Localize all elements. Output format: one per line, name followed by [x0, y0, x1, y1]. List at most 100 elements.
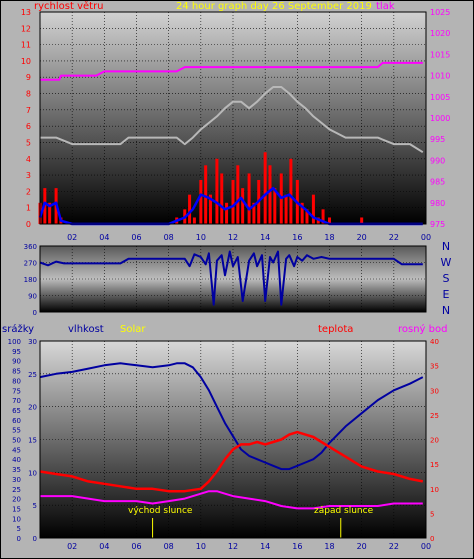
tick-label: 06: [131, 233, 141, 242]
temperature-line: [39, 430, 424, 493]
wind-bar: [188, 194, 192, 224]
tick-label: 10: [196, 233, 206, 242]
compass-letter: N: [442, 304, 450, 317]
climate-plot-axes: 0510152025303540455055606570758085909510…: [8, 338, 439, 551]
pressure-line: [40, 61, 423, 81]
tick-label: 995: [430, 135, 445, 144]
climate-plot-series: [39, 362, 424, 538]
rain-label: srážky: [2, 324, 35, 335]
wind-plot-axes: 0123456789101112139759809859909951000100…: [21, 8, 451, 242]
direction-plot-series: [39, 250, 423, 306]
tick-label: 20: [430, 437, 439, 445]
wind-bar: [311, 194, 315, 224]
tick-label: 75: [12, 387, 21, 395]
tick-label: 1020: [430, 29, 450, 38]
tick-label: 10: [21, 57, 31, 66]
solar-label: Solar: [120, 324, 146, 335]
tick-label: 20: [357, 233, 367, 242]
tick-label: 0: [33, 535, 37, 543]
tick-label: 975: [430, 220, 445, 229]
tick-label: 18: [324, 233, 334, 242]
tick-label: 85: [12, 368, 21, 376]
tick-label: 25: [28, 371, 37, 379]
tick-label: 15: [12, 505, 21, 513]
humidity-label: vlhkost: [68, 324, 104, 335]
wind-bar: [247, 173, 251, 224]
wind-bar: [241, 188, 245, 224]
wind-bar: [204, 165, 208, 224]
sunrise-label: východ slunce: [128, 506, 193, 516]
tick-label: 08: [164, 542, 174, 551]
tick-label: 1000: [430, 114, 450, 123]
wind-bar: [360, 217, 364, 224]
wind-bar: [252, 202, 256, 224]
tick-label: 7: [26, 106, 31, 115]
tick-label: 10: [430, 486, 439, 494]
tick-label: 25: [430, 412, 439, 420]
tick-label: 15: [430, 461, 439, 469]
tick-label: 02: [67, 542, 77, 551]
tick-label: 16: [292, 542, 302, 551]
compass-letter: E: [443, 288, 450, 301]
compass-letter: W: [441, 256, 452, 269]
wind-bar: [263, 152, 267, 224]
wind-bar: [236, 165, 240, 224]
tick-label: 0: [33, 309, 37, 317]
wind-bar: [300, 202, 304, 224]
tick-label: 1015: [430, 50, 450, 59]
tick-label: 4: [26, 155, 31, 164]
outdoor-line: [40, 86, 424, 154]
wind-bar: [225, 202, 229, 224]
pressure-label: tlak: [376, 1, 395, 12]
tick-label: 13: [21, 8, 31, 17]
tick-label: 15: [28, 437, 37, 445]
temperature-label: teplota: [318, 324, 354, 335]
tick-label: 11: [21, 41, 31, 50]
tick-label: 985: [430, 178, 445, 187]
tick-label: 5: [26, 138, 31, 147]
tick-label: 0: [430, 535, 434, 543]
tick-label: 2: [26, 187, 31, 196]
tick-label: 270: [24, 260, 37, 268]
dewpoint-label: rosný bod: [398, 324, 448, 335]
tick-label: 980: [430, 199, 445, 208]
tick-label: 25: [12, 486, 21, 494]
tick-label: 02: [67, 233, 77, 242]
tick-label: 20: [28, 404, 37, 412]
tick-label: 04: [99, 233, 109, 242]
tick-label: 60: [12, 417, 21, 425]
tick-label: 14: [260, 542, 270, 551]
tick-label: 1025: [430, 8, 450, 17]
tick-label: 04: [99, 542, 109, 551]
wind-bar: [48, 202, 52, 224]
tick-label: 55: [12, 427, 21, 435]
tick-label: 8: [26, 90, 31, 99]
sunset-label: západ slunce: [314, 506, 374, 516]
tick-label: 5: [33, 502, 37, 510]
tick-label: 10: [28, 469, 37, 477]
wind-bar: [289, 158, 293, 224]
tick-label: 16: [292, 233, 302, 242]
tick-label: 3: [26, 171, 31, 180]
wind-bar: [284, 194, 288, 224]
compass-letter: S: [443, 272, 450, 285]
compass-letter: N: [442, 240, 450, 253]
tick-label: 10: [12, 515, 21, 523]
tick-label: 1005: [430, 93, 450, 102]
wind-bar: [321, 209, 325, 224]
wind-bar: [231, 179, 235, 224]
tick-label: 12: [228, 542, 238, 551]
wind-bar: [220, 173, 224, 224]
tick-label: 0: [17, 535, 21, 543]
tick-label: 100: [8, 338, 21, 346]
tick-label: 80: [12, 377, 21, 385]
tick-label: 65: [12, 407, 21, 415]
tick-label: 35: [12, 466, 21, 474]
tick-label: 95: [12, 348, 21, 356]
tick-label: 12: [228, 233, 238, 242]
tick-label: 22: [389, 542, 399, 551]
tick-label: 360: [24, 243, 37, 251]
tick-label: 06: [131, 542, 141, 551]
wind-bar: [273, 188, 277, 224]
